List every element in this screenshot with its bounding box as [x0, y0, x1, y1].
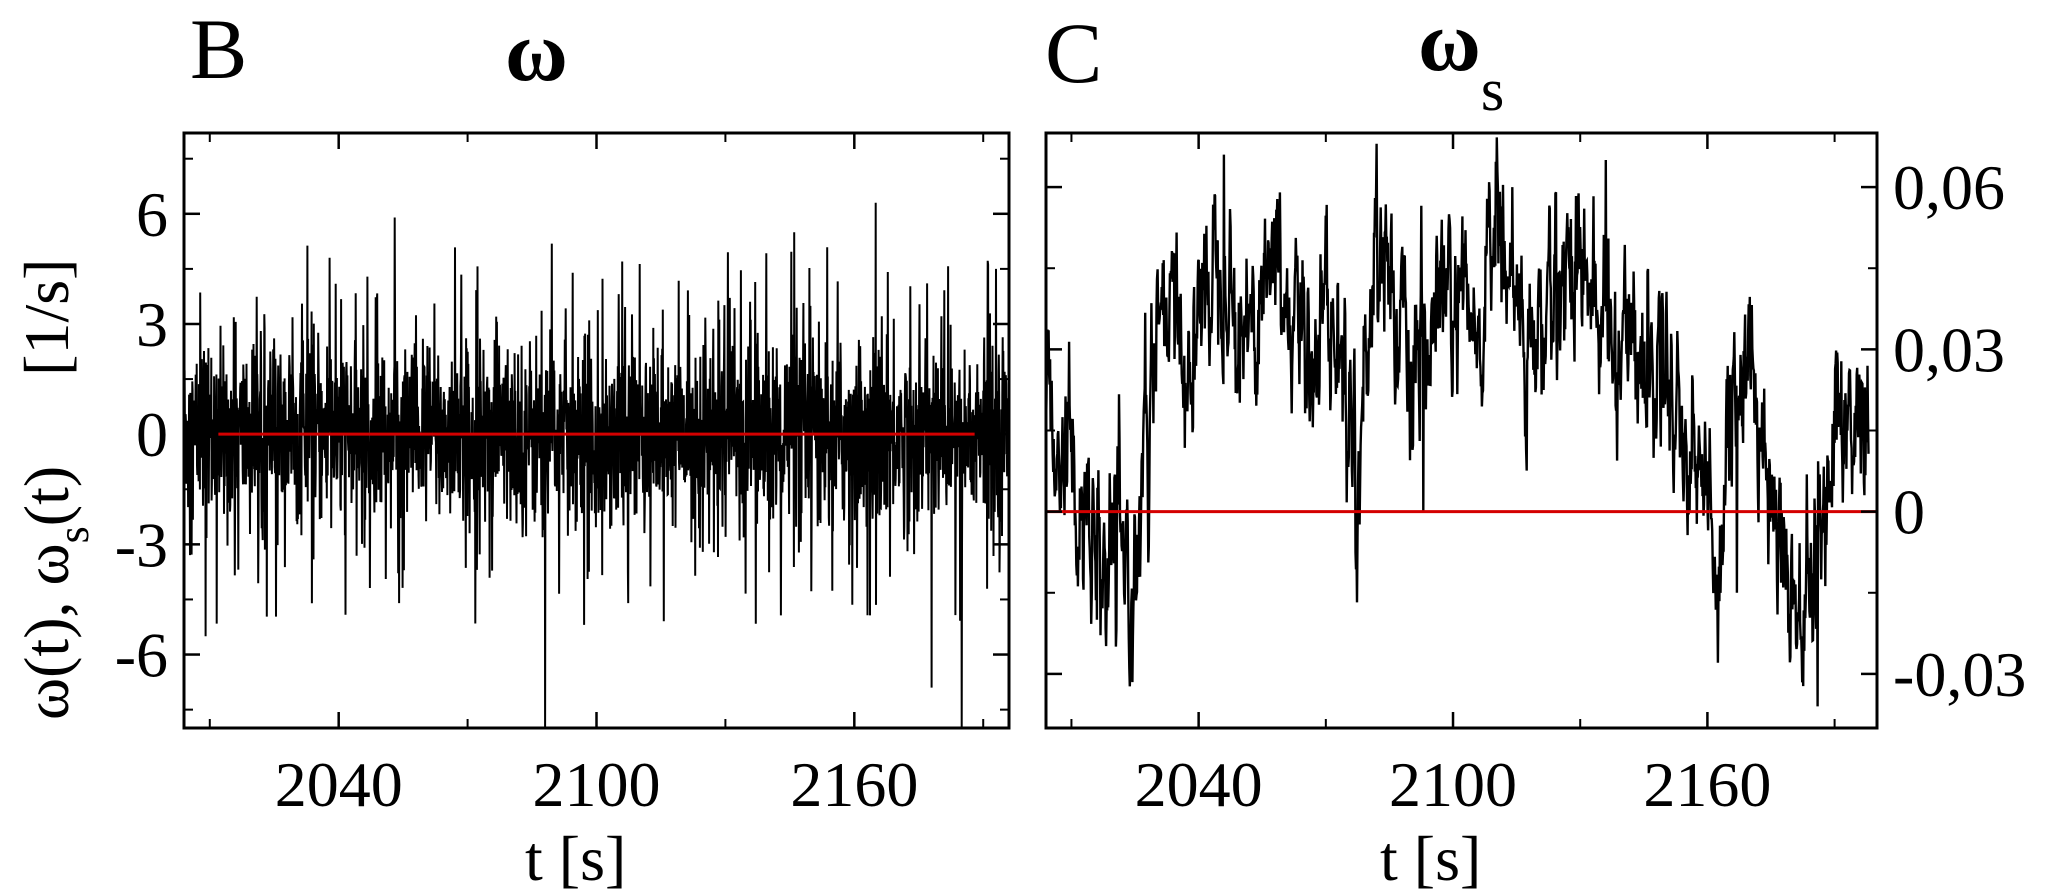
panel-b-plot-area [184, 202, 1009, 728]
panel-c-y-tick-label: 0,03 [1893, 314, 2005, 385]
panel-c-plot-area [1046, 137, 1877, 707]
panel-b-y-tick-label: -6 [115, 620, 168, 691]
panel-b-ylabel-sub: s [49, 526, 98, 543]
panel-b-y-tick-label: 0 [136, 399, 168, 470]
panel-c-title: ωs [1418, 0, 1504, 123]
panel-b-label: B [190, 1, 247, 97]
panel-c-y-tick-label: 0,06 [1893, 152, 2005, 223]
panel-b-xlabel: t [s] [525, 823, 626, 894]
panel-c-ticks: 2040 2100 2160 0,06 0,03 0 -0,03 [1046, 133, 2026, 820]
panel-c-y-tick-label: 0 [1893, 477, 1925, 548]
panel-c-x-tick-label: 2100 [1389, 749, 1517, 820]
panel-b-ylabel-main: ω(t), ω [11, 543, 82, 720]
panel-b-y-tick-label: 6 [136, 179, 168, 250]
panel-c-label: C [1045, 5, 1102, 101]
panel-c-x-tick-label: 2160 [1643, 749, 1771, 820]
panel-c-title-sub: s [1481, 57, 1504, 123]
panel-b-y-tick-label: 3 [136, 289, 168, 360]
panel-b-ylabel-end: (t) [11, 466, 82, 526]
panel-c-y-tick-label: -0,03 [1893, 639, 2026, 710]
panel-b-ylabel-unit: [1/s] [11, 259, 82, 376]
panel-c-xlabel: t [s] [1380, 823, 1481, 894]
panel-c-title-main: ω [1418, 0, 1481, 89]
panel-b-ylabel: ω(t), ωs(t) [1/s] [11, 259, 98, 721]
panel-b-title: ω [505, 3, 568, 99]
panel-b-x-tick-label: 2100 [533, 749, 661, 820]
panel-c-signal-line [1046, 137, 1870, 707]
panel-b-ticks: 2040 2100 2160 6 3 0 -3 -6 [115, 133, 1009, 820]
panel-b-signal-line [184, 202, 1009, 728]
panel-b: B ω 2040 2100 2160 6 3 0 -3 -6 t [s] ω(t), ωs(t… [11, 1, 1011, 894]
panel-b-y-tick-label: -3 [115, 509, 168, 580]
panel-c-x-tick-label: 2040 [1135, 749, 1263, 820]
panel-b-x-tick-label: 2040 [275, 749, 403, 820]
panel-b-x-tick-label: 2160 [790, 749, 918, 820]
panel-c: C ωs 2040 2100 2160 0,06 0,03 0 -0,03 t [s] [1044, 0, 2026, 894]
